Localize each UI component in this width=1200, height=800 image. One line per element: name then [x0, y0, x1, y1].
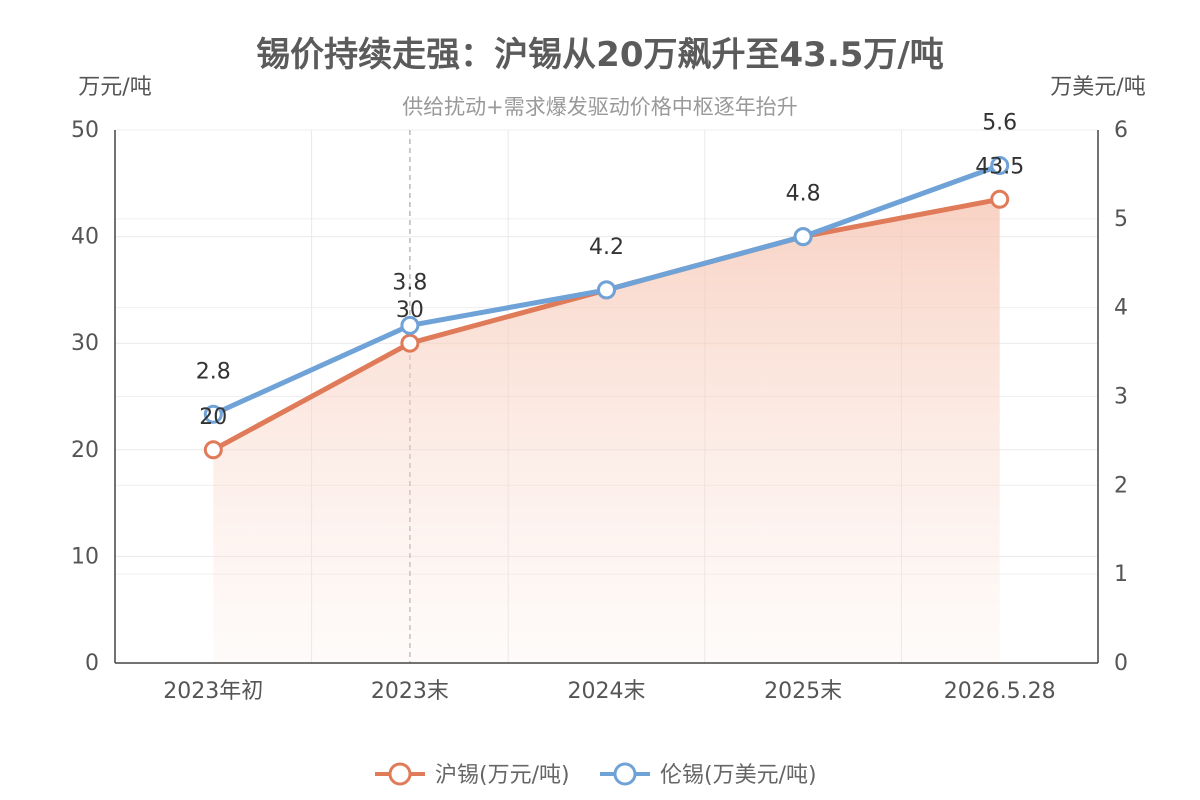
data-point [400, 315, 420, 335]
right-tick-label: 4 [1114, 296, 1128, 321]
area-fill [213, 199, 1000, 664]
data-label: 2.8 [196, 359, 231, 384]
right-tick-label: 6 [1114, 118, 1128, 143]
x-tick-label: 2023年初 [163, 679, 263, 704]
chart-title: 锡价持续走强：沪锡从20万飙升至43.5万/吨 [256, 35, 944, 75]
left-tick-label: 20 [71, 438, 99, 463]
data-point [793, 227, 813, 247]
x-tick-label: 2025末 [764, 679, 842, 704]
x-tick-label: 2023末 [371, 679, 449, 704]
data-point [203, 404, 223, 424]
data-point [597, 280, 616, 300]
chart-subtitle: 供给扰动+需求爆发驱动价格中枢逐年抬升 [402, 95, 798, 119]
left-tick-label: 10 [71, 544, 99, 569]
left-tick-label: 30 [71, 331, 99, 356]
x-tick-label: 2026.5.28 [944, 679, 1056, 704]
data-label: 43.5 [975, 154, 1024, 179]
left-tick-label: 50 [71, 118, 99, 143]
right-axis-unit: 万美元/吨 [1050, 75, 1145, 100]
right-tick-label: 5 [1114, 207, 1128, 232]
left-axis-unit: 万元/吨 [78, 75, 151, 100]
data-label: 20 [199, 405, 227, 430]
legend-marker [613, 762, 637, 786]
left-tick-label: 40 [71, 225, 99, 250]
data-point [203, 440, 223, 460]
x-tick-label: 2024末 [568, 679, 646, 704]
data-label: 5.6 [982, 111, 1017, 136]
right-tick-label: 1 [1114, 562, 1128, 587]
legend-marker [388, 762, 412, 786]
data-label: 3.8 [392, 270, 427, 295]
legend-label: 伦锡(万美元/吨) [660, 763, 817, 788]
data-label: 4.8 [786, 182, 821, 207]
data-point [990, 189, 1010, 209]
right-tick-label: 2 [1114, 473, 1128, 498]
data-point [400, 333, 420, 353]
data-label: 30 [396, 298, 424, 323]
data-point [990, 156, 1010, 176]
left-tick-label: 0 [85, 651, 99, 676]
data-label: 4.2 [589, 235, 624, 260]
legend-label: 沪锡(万元/吨) [435, 763, 570, 788]
right-tick-label: 0 [1114, 651, 1128, 676]
right-tick-label: 3 [1114, 385, 1128, 410]
